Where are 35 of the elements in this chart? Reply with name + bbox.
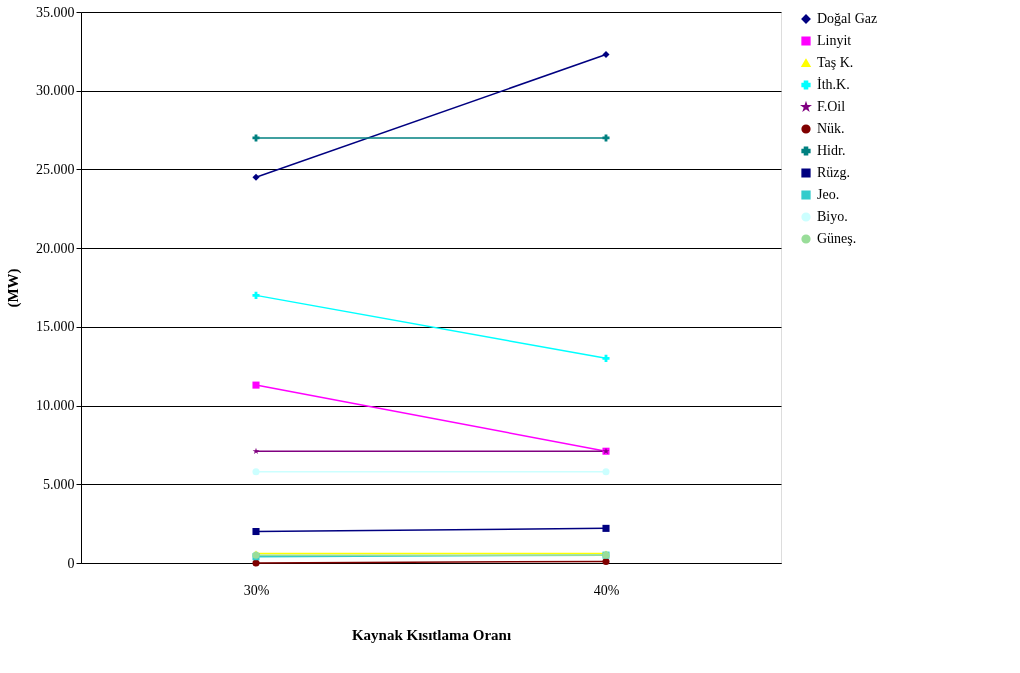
point xyxy=(252,291,260,299)
x-tick-label: 30% xyxy=(243,582,270,598)
y-tick-label: 15.000 xyxy=(36,319,75,335)
legend-label: Nük. xyxy=(817,121,845,136)
point xyxy=(252,559,260,567)
y-tick-label: 35.000 xyxy=(36,4,75,20)
legend-label: İth.K. xyxy=(817,77,850,92)
legend-label: F.Oil xyxy=(817,99,846,114)
point xyxy=(602,50,610,59)
y-tick-label: 5.000 xyxy=(43,476,75,492)
legend-label: Taş K. xyxy=(817,55,854,70)
y-tick-label: 25.000 xyxy=(36,161,75,177)
y-axis-title: (MW) xyxy=(5,268,22,308)
x-axis-title: Kaynak Kısıtlama Oranı xyxy=(351,626,512,643)
x-tick-label: 40% xyxy=(593,582,620,598)
point xyxy=(252,468,260,476)
point xyxy=(602,524,610,532)
legend-label: Hidr. xyxy=(817,143,846,158)
y-tick-label: 30.000 xyxy=(36,83,75,99)
point xyxy=(602,557,610,565)
legend-label: Doğal Gaz xyxy=(817,11,878,26)
point xyxy=(252,447,260,455)
legend-label: Güneş. xyxy=(817,231,857,246)
legend-label: Jeo. xyxy=(817,187,840,202)
y-tick-label: 10.000 xyxy=(36,398,75,414)
point xyxy=(252,527,260,536)
legend-label: Linyit xyxy=(817,33,852,48)
y-tick-label: 0 xyxy=(67,555,75,571)
legend-label: Rüzg. xyxy=(817,165,851,180)
point xyxy=(252,173,260,181)
point xyxy=(602,468,610,476)
point xyxy=(602,354,610,362)
y-tick-label: 20.000 xyxy=(36,240,75,256)
point xyxy=(252,381,260,389)
legend-label: Biyo. xyxy=(817,209,848,224)
